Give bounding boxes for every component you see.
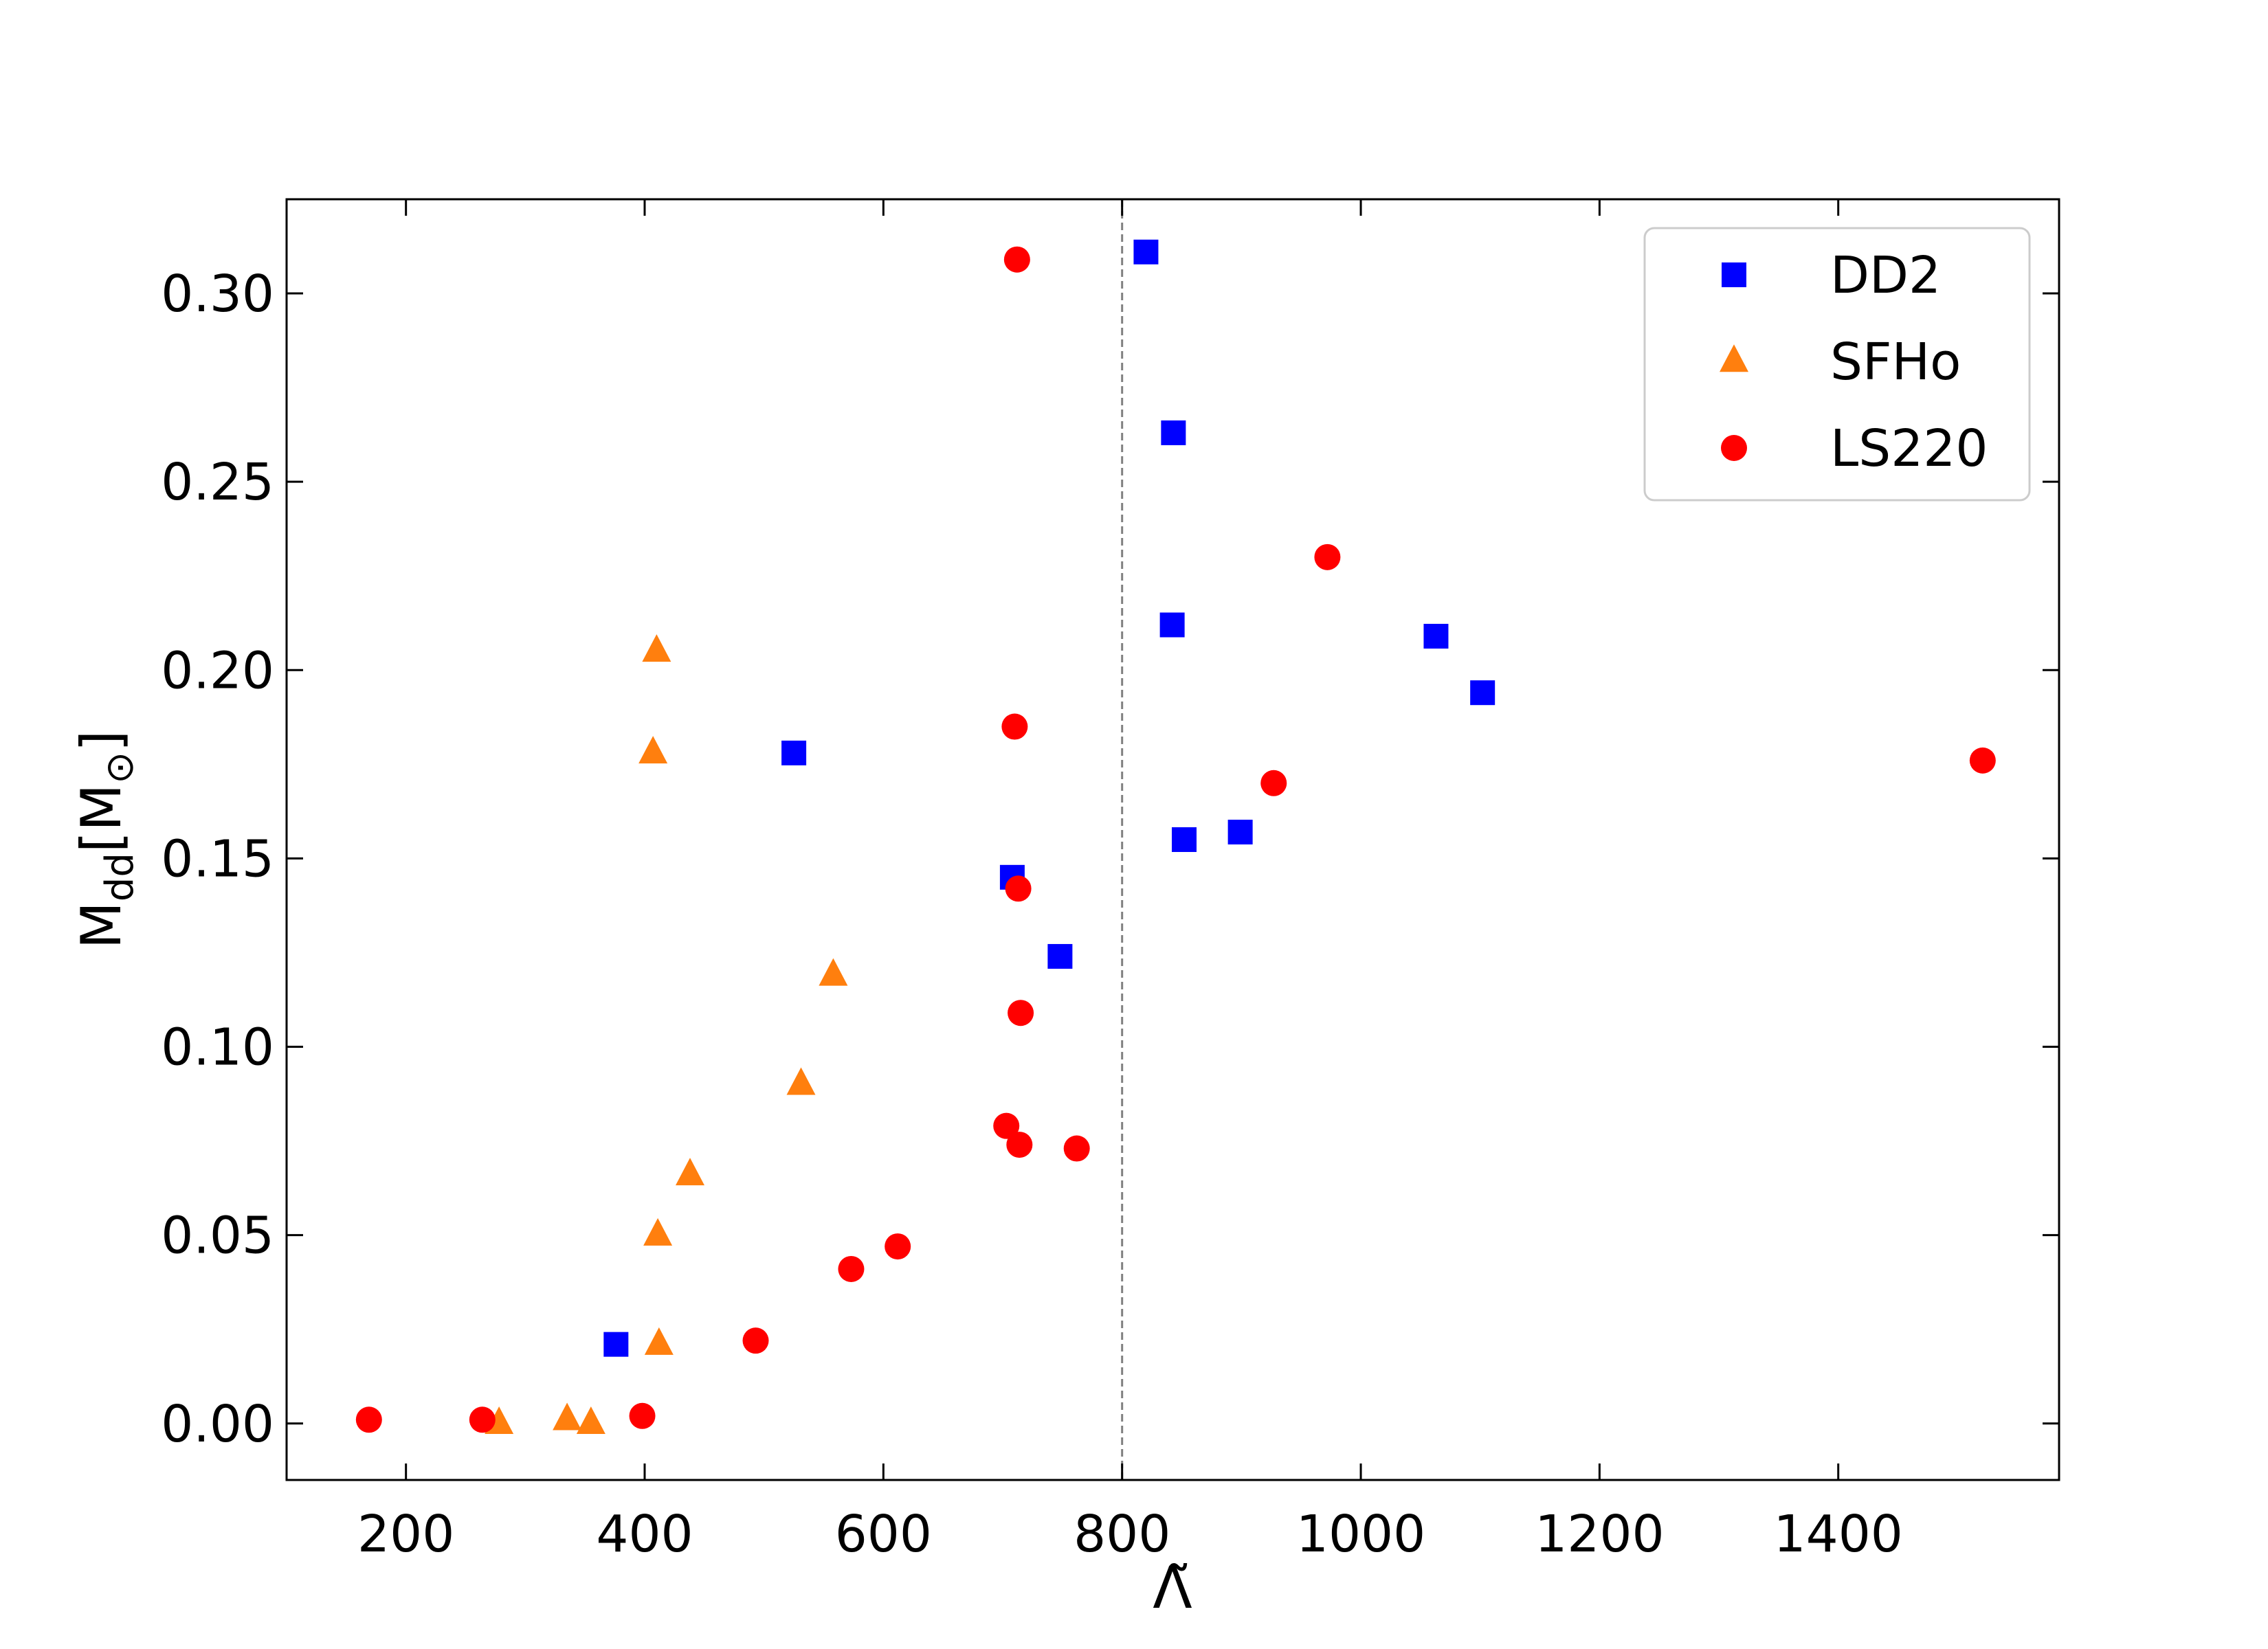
data-point-dd2 — [1047, 943, 1073, 969]
data-point-ls220 — [1260, 770, 1287, 796]
data-point-sfho — [638, 736, 668, 764]
ticks-group: 200 400 600 800 1000 1200 1400 0.00 0.05 0.10 0.15… — [161, 199, 2059, 1564]
y-tick-label: 0.15 — [161, 829, 274, 888]
legend-box — [1643, 227, 2031, 502]
data-point-ls220 — [838, 1255, 865, 1282]
data-point-ls220 — [1005, 875, 1032, 902]
x-tick-label: 800 — [1074, 1505, 1170, 1564]
data-point-ls220 — [1008, 1000, 1034, 1027]
data-point-dd2 — [1470, 680, 1496, 706]
data-point-ls220 — [885, 1233, 911, 1260]
data-point-ls220 — [1001, 713, 1028, 740]
y-axis-title-sub: dd — [98, 853, 142, 901]
y-axis-title-unit-open: [M — [69, 784, 133, 853]
data-point-ls220 — [469, 1406, 496, 1433]
data-point-sfho — [644, 1327, 674, 1355]
y-tick-label: 0.30 — [161, 265, 274, 324]
data-point-dd2 — [1227, 820, 1253, 845]
x-tick-label: 200 — [357, 1505, 454, 1564]
data-point-sfho — [786, 1067, 816, 1095]
y-tick-label: 0.00 — [161, 1395, 274, 1454]
data-point-sfho — [576, 1406, 605, 1434]
data-point-ls220 — [629, 1402, 656, 1429]
legend-marker-dd2 — [1722, 262, 1746, 287]
data-point-ls220 — [993, 1112, 1020, 1139]
data-point-ls220 — [1006, 1132, 1033, 1158]
data-point-sfho — [819, 958, 848, 986]
data-point-dd2 — [781, 740, 807, 765]
data-point-dd2 — [1171, 827, 1197, 852]
data-point-sfho — [643, 1218, 673, 1246]
x-tick-label: 1000 — [1296, 1505, 1425, 1564]
data-point-dd2 — [1161, 420, 1186, 445]
data-point-ls220 — [355, 1406, 382, 1433]
legend: DD2 SFHo LS220 — [1643, 227, 2031, 502]
data-point-ls220 — [742, 1327, 769, 1354]
legend-items: DD2 SFHo LS220 — [1720, 246, 1988, 478]
markers-group — [355, 239, 1996, 1434]
y-axis-title-main: M — [69, 901, 133, 949]
data-point-dd2 — [603, 1332, 629, 1357]
y-axis-title-unit-sub: ⊙ — [98, 752, 142, 784]
y-tick-label: 0.10 — [161, 1018, 274, 1077]
data-point-sfho — [676, 1158, 705, 1186]
x-axis-title: Λ̃ — [1153, 1554, 1192, 1622]
x-tick-label: 1200 — [1535, 1505, 1664, 1564]
y-tick-label: 0.25 — [161, 453, 274, 512]
data-point-ls220 — [1063, 1135, 1090, 1162]
plot-frame — [285, 198, 2060, 1481]
x-tick-label: 400 — [596, 1505, 693, 1564]
y-axis-title: Mdd[M⊙] — [69, 730, 142, 950]
legend-marker-ls220 — [1721, 435, 1747, 461]
data-point-ls220 — [1969, 747, 1996, 774]
legend-marker-sfho — [1720, 344, 1748, 372]
data-point-dd2 — [1423, 623, 1449, 649]
x-tick-label: 1400 — [1774, 1505, 1903, 1564]
legend-label-ls220: LS220 — [1830, 419, 1988, 478]
x-tick-label: 600 — [835, 1505, 932, 1564]
y-tick-label: 0.05 — [161, 1207, 274, 1266]
data-point-ls220 — [1314, 543, 1341, 570]
y-axis-title-unit-close: ] — [69, 730, 133, 752]
data-point-sfho — [642, 634, 671, 662]
data-point-ls220 — [1003, 246, 1030, 273]
y-tick-label: 0.20 — [161, 641, 274, 700]
data-point-dd2 — [1133, 239, 1159, 265]
legend-label-dd2: DD2 — [1830, 246, 1941, 305]
legend-label-sfho: SFHo — [1830, 333, 1961, 392]
data-point-sfho — [553, 1402, 582, 1431]
data-point-dd2 — [1159, 612, 1185, 638]
